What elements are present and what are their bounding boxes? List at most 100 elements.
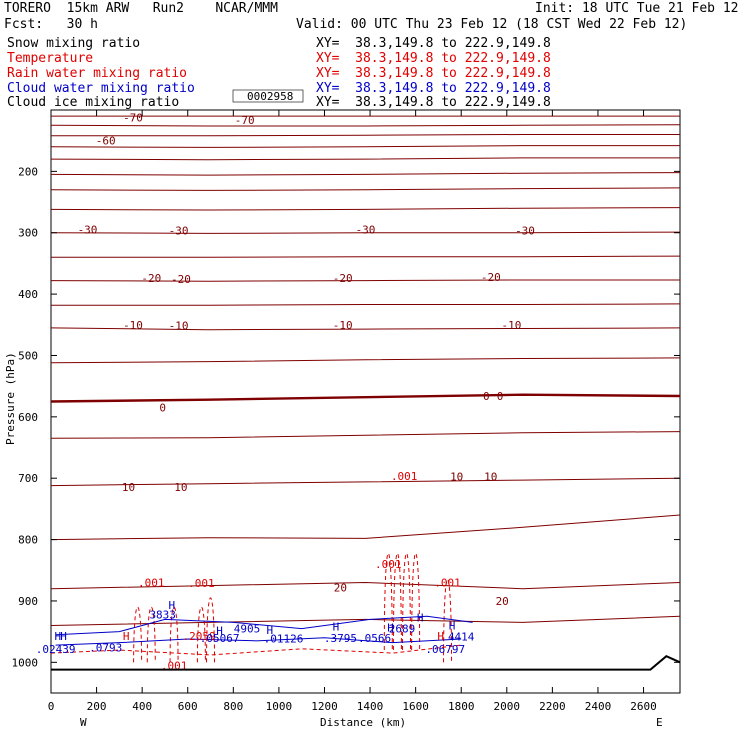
high-marker: H bbox=[333, 621, 340, 634]
x-tick-label: 2200 bbox=[539, 700, 566, 713]
isotherm-line bbox=[51, 255, 681, 258]
isotherm-line bbox=[51, 303, 681, 306]
x-tick-label: 0 bbox=[48, 700, 55, 713]
isotherm-label: 10 bbox=[174, 481, 187, 494]
isotherm-line bbox=[50, 357, 681, 364]
legend-snow-name: Snow mixing ratio bbox=[7, 36, 141, 51]
forecast-hour: Fcst: 30 h bbox=[4, 17, 98, 32]
x-end-west: W bbox=[80, 716, 87, 729]
rain-contour bbox=[392, 553, 402, 651]
isotherm-line bbox=[50, 327, 681, 331]
rain-contour bbox=[383, 553, 393, 651]
top-value-box bbox=[232, 89, 304, 103]
x-tick-label: 1000 bbox=[266, 700, 293, 713]
isotherm-label: 0 bbox=[159, 402, 166, 415]
legend-cloud-water-xy: XY= 38.3,149.8 to 222.9,149.8 bbox=[316, 81, 551, 96]
isotherm-label: -10 bbox=[169, 319, 189, 332]
y-axis-title: Pressure (hPa) bbox=[4, 352, 17, 445]
isotherm-line bbox=[50, 124, 681, 127]
high-marker: H bbox=[417, 612, 424, 625]
legend-temperature-xy: XY= 38.3,149.8 to 222.9,149.8 bbox=[316, 51, 551, 66]
high-marker: H bbox=[449, 620, 456, 633]
rain-contour bbox=[196, 606, 206, 663]
isotherm-line bbox=[50, 207, 681, 211]
isotherm-label: -30 bbox=[78, 224, 98, 237]
legend-rain-xy: XY= 38.3,149.8 to 222.9,149.8 bbox=[316, 66, 551, 81]
x-tick-label: 1600 bbox=[402, 700, 429, 713]
rain-label: .001 bbox=[391, 470, 418, 483]
isotherm-line bbox=[50, 187, 681, 191]
y-tick-label: 400 bbox=[18, 288, 38, 301]
cloud-water-label: 3833 bbox=[149, 608, 176, 621]
cloud-water-label: 4414 bbox=[448, 631, 475, 644]
ground-line bbox=[51, 655, 681, 671]
cloud-water-label: .02439 bbox=[36, 643, 76, 656]
isotherm-label: -10 bbox=[123, 319, 143, 332]
y-tick-label: 300 bbox=[18, 227, 38, 240]
isotherm-label: -30 bbox=[515, 224, 535, 237]
isotherm-line bbox=[50, 514, 681, 541]
x-axis-title: Distance (km) bbox=[320, 716, 406, 729]
isotherm-line bbox=[50, 615, 681, 626]
x-tick-label: 200 bbox=[87, 700, 107, 713]
cloud-water-label: .0566 bbox=[358, 632, 391, 645]
isotherm-label: -70 bbox=[123, 111, 143, 124]
x-tick-label: 600 bbox=[178, 700, 198, 713]
rain-label: .2059 bbox=[183, 630, 216, 643]
isotherm-label: 0 bbox=[483, 390, 490, 403]
valid-time: Valid: 00 UTC Thu 23 Feb 12 (18 CST Wed … bbox=[296, 17, 688, 32]
cloud-water-label: .01126 bbox=[264, 632, 304, 645]
rain-label: .001 bbox=[434, 577, 461, 590]
high-marker: H bbox=[60, 630, 67, 643]
rain-contour bbox=[443, 578, 453, 663]
cloud-water-label: .0793 bbox=[89, 642, 122, 655]
isotherm-line bbox=[50, 172, 681, 176]
high-marker: H bbox=[216, 624, 223, 637]
rain-contour bbox=[133, 606, 143, 663]
legend-snow-xy: XY= 38.3,149.8 to 222.9,149.8 bbox=[316, 36, 551, 51]
rain-label: .001 bbox=[375, 558, 402, 571]
cloud-water-contour bbox=[55, 637, 462, 646]
high-marker: H bbox=[266, 624, 273, 637]
isotherm-line bbox=[50, 393, 681, 403]
y-tick-label: 1000 bbox=[12, 656, 39, 669]
legend-cloud-water-name: Cloud water mixing ratio bbox=[7, 81, 195, 96]
y-tick-label: 700 bbox=[18, 472, 38, 485]
isotherm-label: 10 bbox=[122, 481, 135, 494]
cloud-water-label: .06797 bbox=[425, 643, 465, 656]
isotherm-label: -60 bbox=[96, 135, 116, 148]
isotherm-line bbox=[50, 431, 681, 439]
isotherm-line bbox=[50, 157, 680, 161]
rain-contour bbox=[411, 553, 421, 651]
high-marker: H bbox=[168, 599, 175, 612]
isotherm-line bbox=[50, 231, 681, 234]
x-tick-label: 400 bbox=[132, 700, 152, 713]
init-time: Init: 18 UTC Tue 21 Feb 12 bbox=[535, 1, 739, 16]
rain-contour bbox=[206, 597, 216, 663]
high-marker: H bbox=[437, 630, 444, 643]
isotherm-label: -20 bbox=[141, 272, 161, 285]
x-tick-label: 2600 bbox=[630, 700, 657, 713]
high-marker: H bbox=[387, 621, 394, 634]
isotherm-label: -70 bbox=[235, 114, 255, 127]
x-tick-label: 1800 bbox=[448, 700, 475, 713]
rain-label: .001 bbox=[188, 577, 215, 590]
high-marker: H bbox=[123, 630, 130, 643]
x-end-east: E bbox=[656, 716, 663, 729]
isotherm-label: -30 bbox=[356, 224, 376, 237]
top-value-label: 0002958 bbox=[247, 90, 293, 103]
legend-cloud-ice-name: Cloud ice mixing ratio bbox=[7, 95, 180, 110]
rain-contour bbox=[402, 553, 412, 651]
high-marker: H bbox=[54, 630, 61, 643]
legend-rain-name: Rain water mixing ratio bbox=[7, 66, 188, 81]
isotherm-label: -20 bbox=[171, 273, 191, 286]
y-tick-label: 200 bbox=[18, 165, 38, 178]
rain-contour bbox=[146, 606, 156, 663]
y-tick-label: 500 bbox=[18, 349, 38, 362]
isotherm-label: 20 bbox=[334, 581, 347, 594]
x-tick-label: 2000 bbox=[494, 700, 521, 713]
isotherm-label: -30 bbox=[169, 224, 189, 237]
x-tick-label: 1200 bbox=[311, 700, 338, 713]
legend-cloud-ice-xy: XY= 38.3,149.8 to 222.9,149.8 bbox=[316, 95, 551, 110]
isotherm-line bbox=[50, 279, 680, 282]
